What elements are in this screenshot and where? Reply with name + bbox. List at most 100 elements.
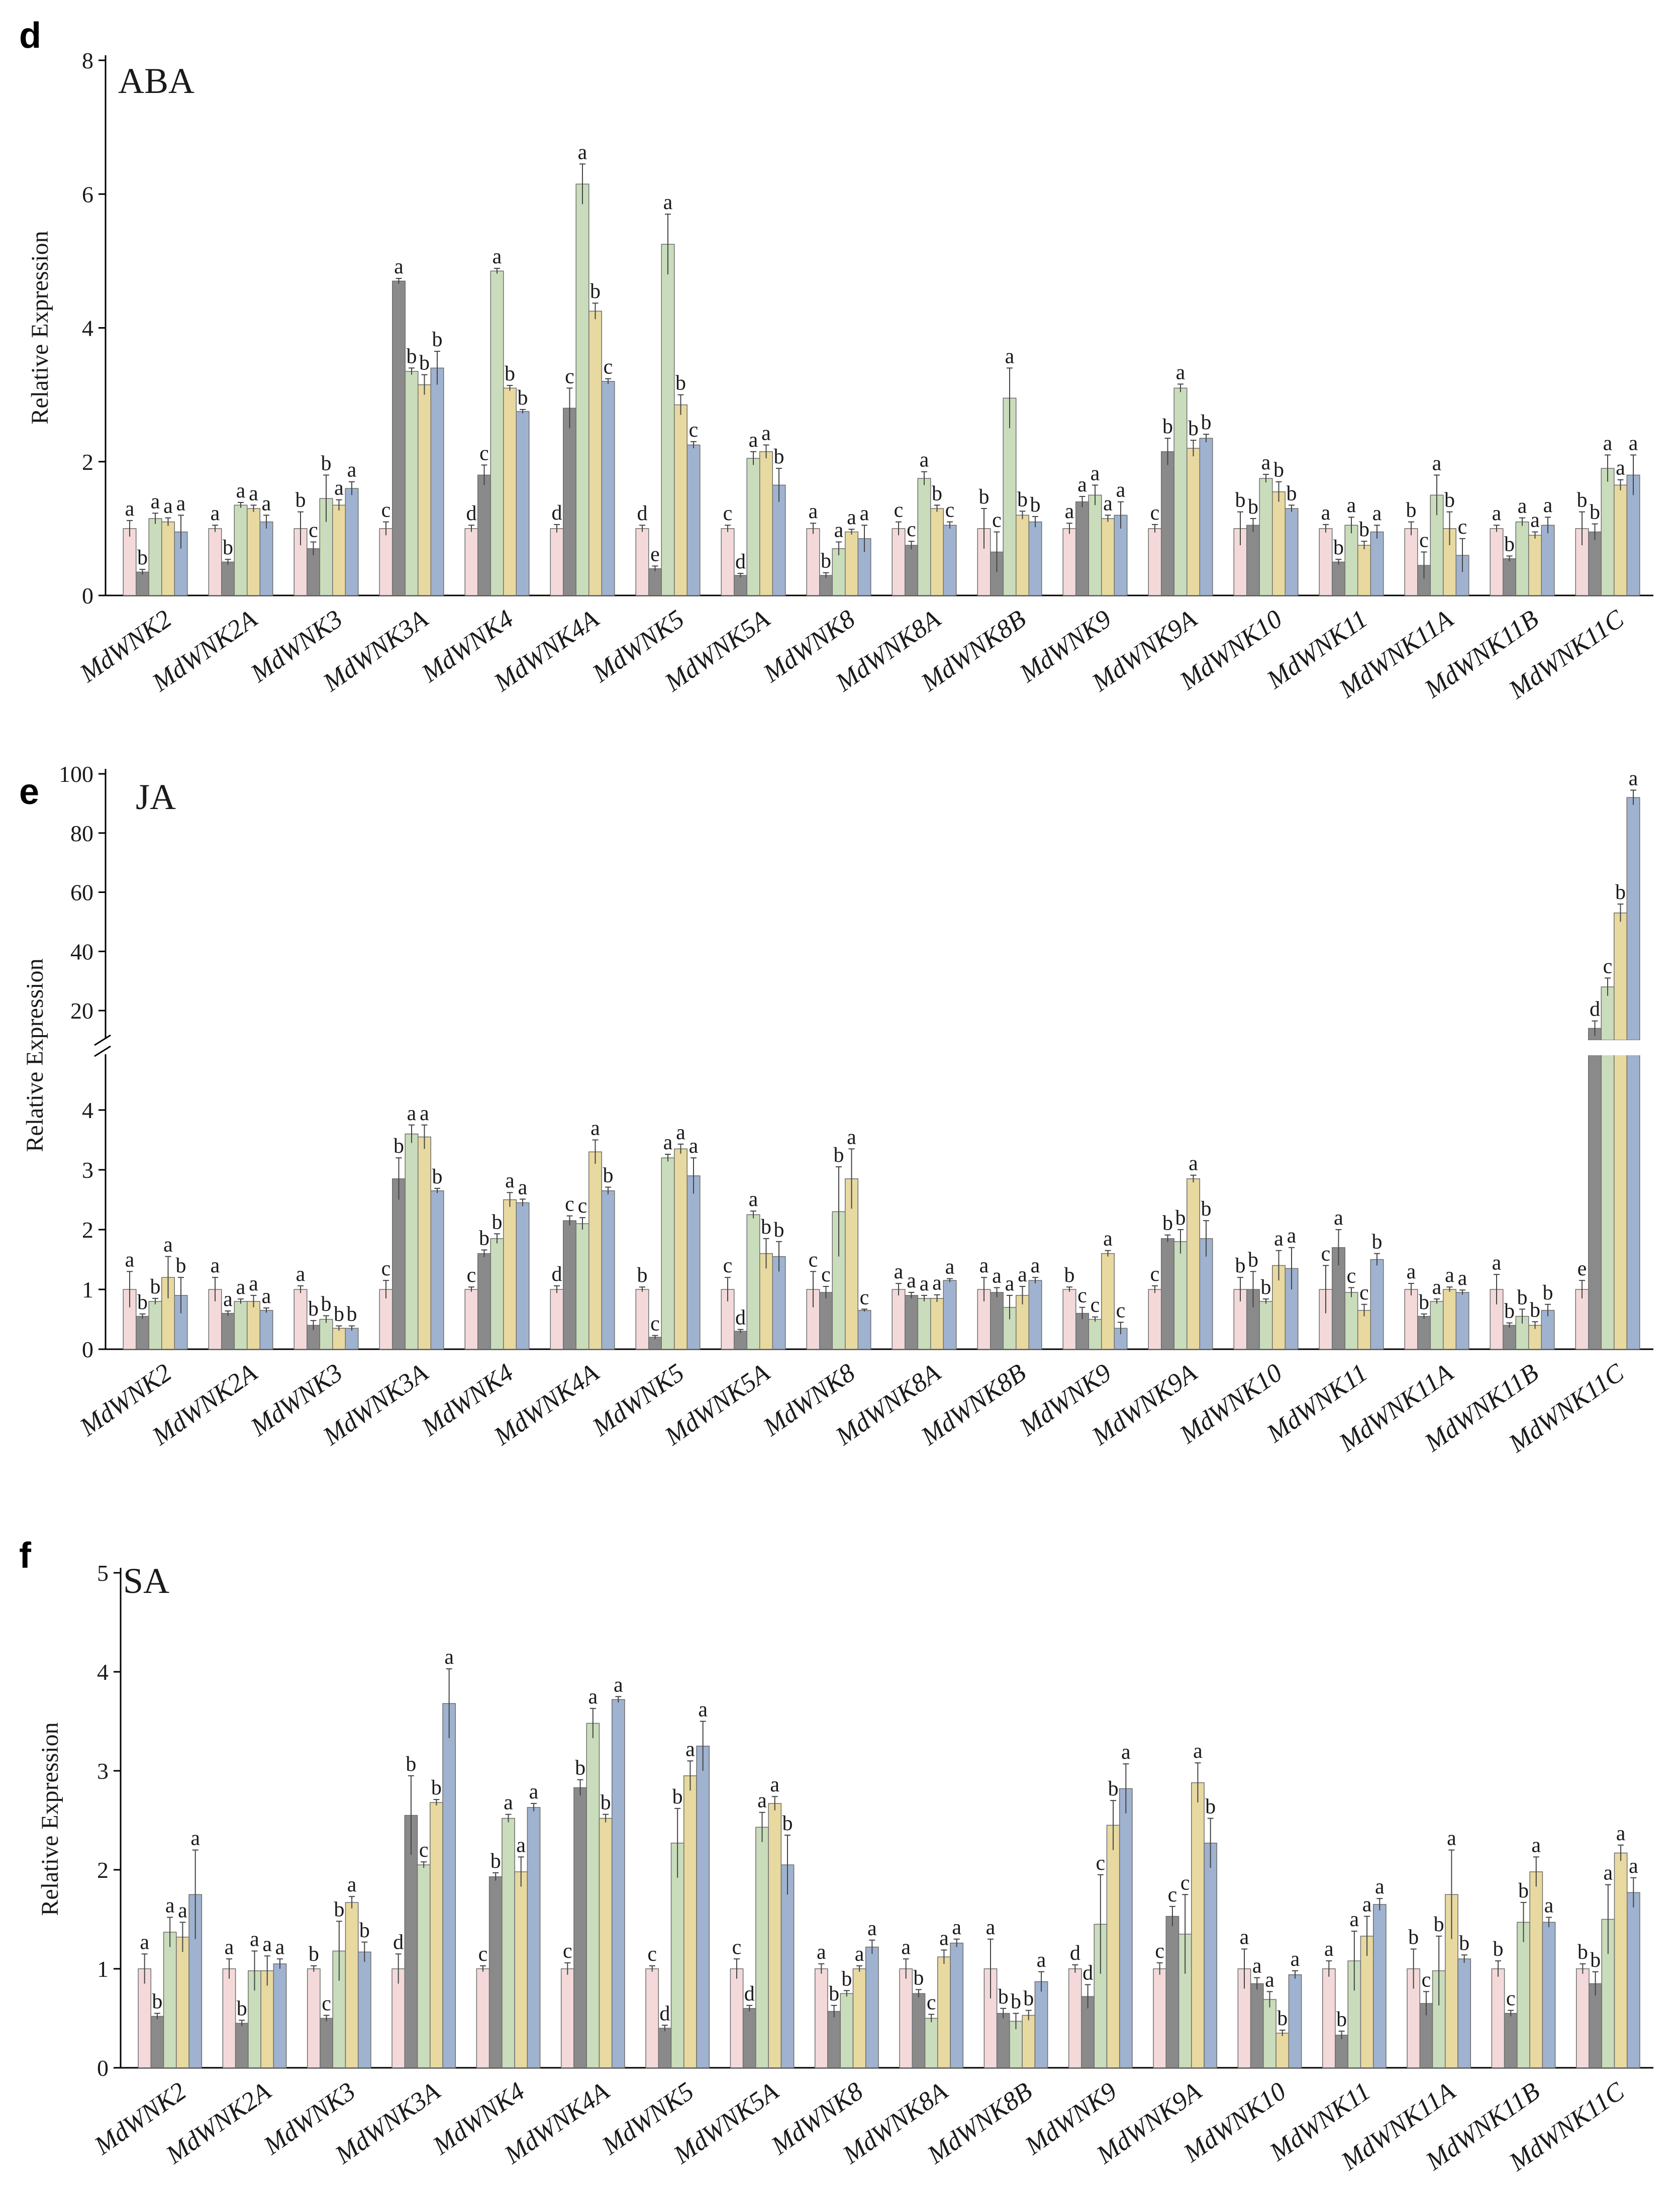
significance-letter: a: [685, 1738, 695, 1761]
significance-letter: a: [932, 1272, 942, 1295]
significance-letter: a: [125, 1248, 135, 1271]
bar: [648, 568, 662, 596]
bar: [917, 1298, 931, 1350]
significance-letter: a: [939, 1927, 949, 1950]
significance-letter: a: [1629, 432, 1638, 455]
y-tick-label: 4: [82, 1097, 93, 1123]
significance-letter: a: [1603, 432, 1613, 455]
bar: [819, 1292, 833, 1350]
significance-letter: c: [647, 1943, 657, 1966]
bar: [806, 528, 820, 596]
significance-letter: a: [590, 1117, 600, 1140]
bar: [417, 1864, 431, 2068]
bar: [1417, 1316, 1431, 1350]
significance-letter: b: [1011, 1990, 1021, 2014]
bar: [136, 1316, 149, 1350]
bar: [575, 183, 589, 596]
significance-letter: b: [782, 1812, 793, 1835]
y-tick-label: 100: [59, 761, 93, 787]
bar: [1161, 1238, 1174, 1350]
bar: [563, 408, 576, 596]
bar: [259, 521, 273, 596]
bar: [1360, 1936, 1374, 2068]
bar: [405, 1133, 419, 1350]
bar: [188, 1894, 203, 2068]
bar: [575, 1223, 589, 1350]
significance-letter: a: [211, 1254, 220, 1277]
significance-letter: b: [176, 1254, 186, 1277]
y-tick-label: 5: [97, 1560, 109, 1586]
bar: [477, 1253, 491, 1350]
bar: [1259, 478, 1273, 596]
significance-letter: b: [1372, 1231, 1383, 1254]
bar: [840, 1993, 854, 2068]
significance-letter: b: [309, 1943, 319, 1966]
bar: [1161, 451, 1174, 596]
bar: [320, 2018, 333, 2068]
bar: [1457, 1958, 1471, 2068]
bar: [950, 1943, 964, 2068]
significance-letter: b: [1030, 493, 1041, 517]
y-tick-label: 2: [82, 1217, 93, 1243]
panel-letter: f: [19, 1536, 32, 1576]
bar: [1028, 1280, 1042, 1350]
bar: [924, 2018, 938, 2068]
significance-letter: b: [223, 536, 233, 559]
bar: [1372, 1904, 1387, 2068]
significance-letter: a: [504, 1791, 513, 1815]
bar: [418, 1136, 431, 1350]
significance-letter: d: [552, 1263, 562, 1286]
significance-letter: b: [1333, 536, 1344, 559]
significance-letter: a: [1543, 494, 1553, 517]
significance-letter: b: [821, 550, 831, 573]
bar: [247, 508, 260, 596]
bar: [332, 1328, 346, 1350]
bar: [1517, 1922, 1530, 2068]
significance-letter: a: [1324, 1938, 1334, 1961]
bar: [912, 1993, 926, 2068]
bar: [1614, 913, 1627, 1041]
significance-letter: c: [479, 442, 489, 465]
significance-letter: c: [1155, 1940, 1164, 1963]
bar: [1246, 525, 1260, 596]
bar: [1272, 491, 1286, 596]
significance-letter: b: [637, 1264, 648, 1287]
significance-letter: a: [1616, 1822, 1626, 1845]
significance-letter: a: [588, 1685, 598, 1708]
significance-letter: c: [565, 365, 574, 388]
bar: [345, 488, 359, 596]
significance-letter: b: [834, 1144, 844, 1167]
bar: [379, 528, 393, 596]
bar: [1626, 797, 1640, 1041]
bar: [235, 2023, 249, 2068]
significance-letter: b: [1336, 2008, 1347, 2031]
significance-letter: a: [347, 459, 357, 482]
bar: [273, 1963, 287, 2068]
bar: [1541, 525, 1555, 596]
significance-letter: b: [334, 1898, 344, 1921]
significance-letter: a: [1116, 479, 1126, 502]
bar: [208, 528, 222, 596]
significance-letter: c: [563, 1940, 572, 1963]
y-tick-label: 6: [82, 181, 93, 207]
significance-letter: a: [1091, 462, 1100, 485]
bar: [1250, 1983, 1264, 2068]
significance-letter: a: [420, 1102, 429, 1125]
significance-letter: a: [1492, 502, 1502, 525]
significance-letter: a: [1287, 1225, 1297, 1248]
bar: [990, 1292, 1004, 1350]
y-tick-label: 20: [70, 998, 93, 1024]
y-tick-label: 3: [97, 1758, 109, 1784]
bar: [1370, 1259, 1384, 1350]
significance-letter: b: [1162, 1212, 1173, 1235]
significance-letter: c: [723, 502, 733, 525]
significance-letter: a: [407, 1102, 417, 1125]
significance-letter: c: [419, 1839, 429, 1862]
bar: [645, 1968, 659, 2068]
significance-letter: a: [1240, 1926, 1249, 1949]
significance-letter: b: [237, 1997, 247, 2020]
bar: [392, 280, 406, 596]
y-tick-label: 0: [82, 1337, 93, 1362]
significance-letter: b: [334, 1303, 344, 1326]
